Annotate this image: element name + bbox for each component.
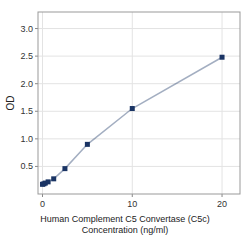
point [51,176,56,181]
point [46,179,51,184]
y-grid-line [38,83,240,84]
x-grid-line [132,12,133,194]
y-tick-label: 1.5 [20,106,33,116]
y-tick-label: 0.5 [20,161,33,171]
y-tick-label: 1.0 [20,134,33,144]
y-axis-label: OD [5,96,16,111]
x-tick-label: 10 [127,199,137,209]
y-grid-line [38,111,240,112]
ticks: 0.5 1.0 1.5 2.0 2.5 3.0 0 10 20 [20,24,227,209]
x-tick-label: 0 [40,199,45,209]
point [85,142,90,147]
x-grid-line [42,12,43,194]
point [220,55,225,60]
x-axis-label: Human Complement C5 Convertase (C5c)Conc… [40,214,210,235]
x-tick-label: 20 [217,199,227,209]
x-grid-line [222,12,223,194]
y-grid-line [38,138,240,139]
y-grid-line [38,56,240,57]
y-tick-label: 2.5 [20,51,33,61]
y-grid-line [38,28,240,29]
y-tick-label: 2.0 [20,79,33,89]
point [130,106,135,111]
point [62,166,67,171]
plot-area [40,55,225,187]
line [42,57,222,184]
chart: 0.5 1.0 1.5 2.0 2.5 3.0 0 10 20 Human Complement … [0,0,250,250]
y-tick-label: 3.0 [20,24,33,34]
grid [38,12,240,194]
plot-frame [38,12,240,194]
